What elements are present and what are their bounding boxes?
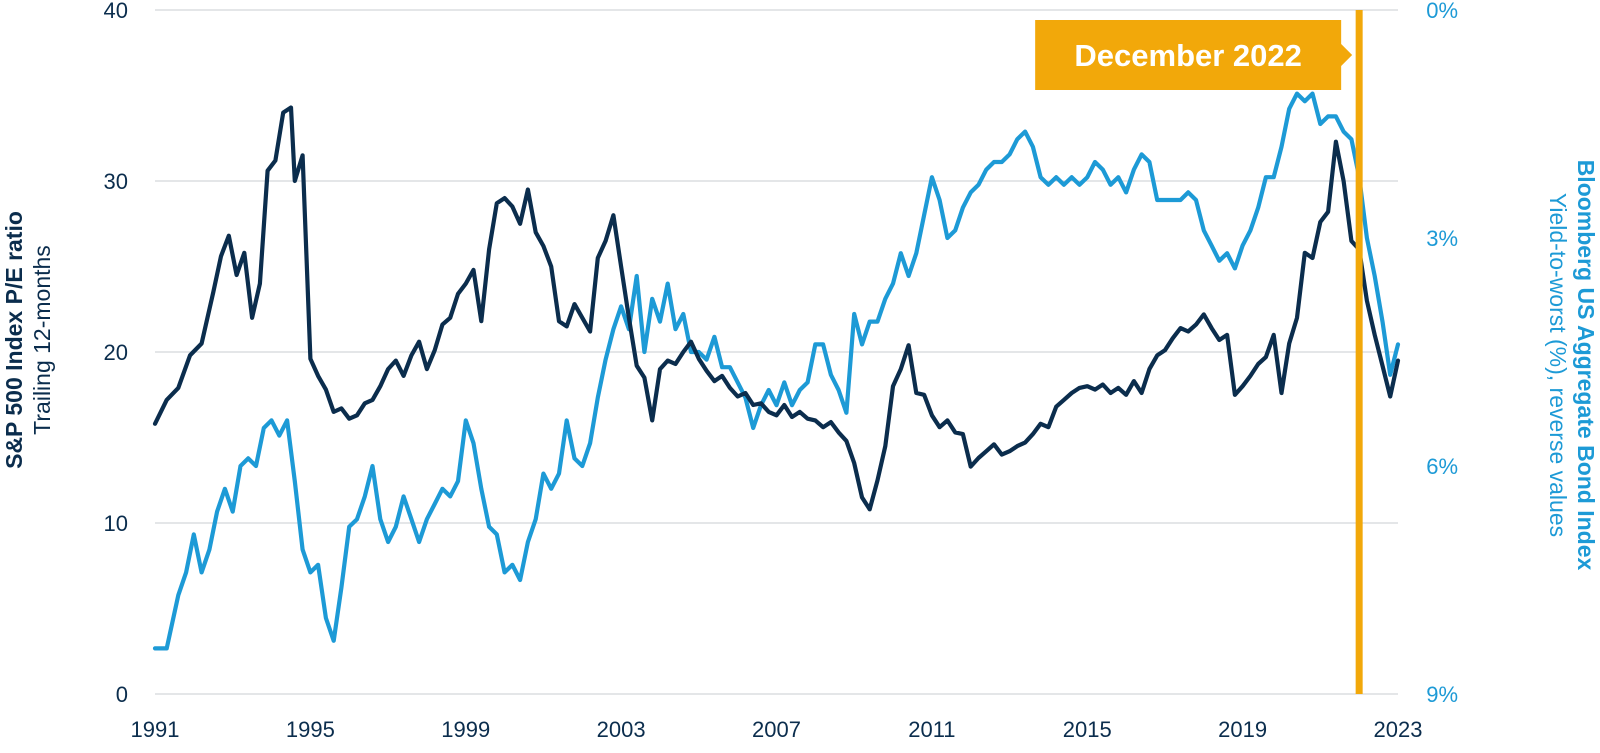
right-tick-label: 0%: [1426, 0, 1458, 23]
right-tick-label: 9%: [1426, 682, 1458, 707]
x-tick-label: 1999: [441, 717, 490, 742]
left-tick-label: 10: [104, 511, 128, 536]
left-axis-title: S&P 500 Index P/E ratio Trailing 12-mont…: [1, 211, 55, 469]
left-tick-label: 0: [116, 682, 128, 707]
right-axis-title-main: Bloomberg US Aggregate Bond Index: [1573, 160, 1599, 571]
right-tick-label: 6%: [1426, 454, 1458, 479]
x-tick-label: 2011: [908, 717, 955, 742]
gridlines: [155, 9, 1398, 695]
x-tick-label: 2007: [752, 717, 801, 742]
series-lines: [152, 91, 1401, 651]
x-tick-label: 1991: [131, 717, 180, 742]
bond-yield-line: [152, 91, 1401, 651]
left-tick-label: 30: [104, 169, 128, 194]
x-tick-label: 2003: [597, 717, 646, 742]
right-axis-title-sub: Yield-to-worst (%), reverse values: [1545, 193, 1571, 537]
x-tick-label: 2015: [1063, 717, 1112, 742]
x-tick-label: 2023: [1374, 717, 1423, 742]
left-axis-title-sub: Trailing 12-months: [29, 245, 55, 435]
pe-ratio-line: [152, 105, 1401, 512]
x-tick-label: 2019: [1218, 717, 1267, 742]
annotation-label: December 2022: [1074, 38, 1302, 73]
left-tick-label: 20: [104, 340, 128, 365]
december-2022-banner: December 2022: [1035, 20, 1353, 90]
left-axis-title-main: S&P 500 Index P/E ratio: [1, 211, 27, 469]
banner-box: [1035, 20, 1353, 90]
right-tick-label: 3%: [1426, 226, 1458, 251]
axis-tick-labels: 0 10 20 30 40 0% 3% 6% 9% 1991 1995 1999 2003 2007 201…: [104, 0, 1458, 742]
right-axis-title: Bloomberg US Aggregate Bond Index Yield-…: [1545, 160, 1599, 571]
left-tick-label: 40: [104, 0, 128, 23]
x-tick-label: 1995: [286, 717, 335, 742]
